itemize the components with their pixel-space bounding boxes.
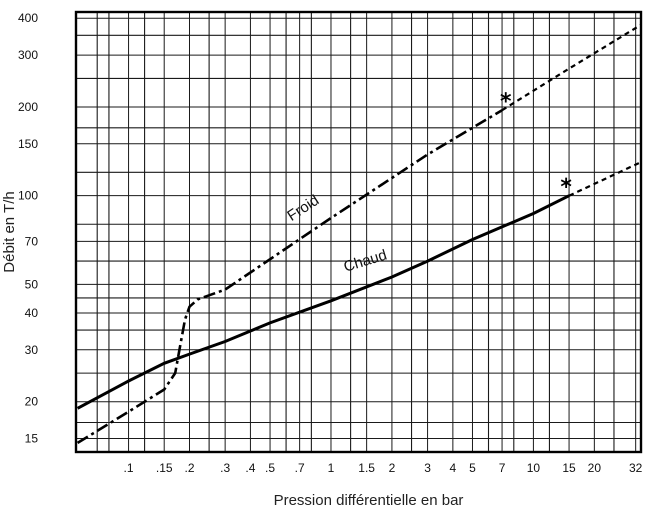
tick-layer: .1 .15 .2 .3 .4 .5 .7 1 1.5 2 3 4 5 7 10 15 20 32 15 20 30 40… <box>18 11 643 475</box>
y-tick-label: 50 <box>25 277 39 291</box>
x-tick-label: 1.5 <box>358 461 375 475</box>
y-tick-label: 400 <box>18 11 38 25</box>
y-tick-label: 20 <box>25 395 39 409</box>
y-tick-label: 300 <box>18 48 38 62</box>
x-tick-label: .2 <box>184 461 194 475</box>
series-line-froid-extrapolation <box>501 23 642 112</box>
y-axis-title: Débit en T/h <box>1 191 18 272</box>
plot-frame <box>74 10 643 454</box>
x-tick-label: .7 <box>295 461 305 475</box>
x-tick-label: 20 <box>588 461 602 475</box>
series-line-froid <box>76 109 503 445</box>
y-tick-label: 15 <box>25 432 39 446</box>
y-tick-label: 100 <box>18 189 38 203</box>
x-axis-title: Pression différentielle en bar <box>274 492 464 509</box>
series-line-chaud-extrapolation <box>568 161 642 197</box>
grid-layer <box>76 12 641 452</box>
x-tick-label: 1 <box>328 461 335 475</box>
x-tick-label: 4 <box>450 461 457 475</box>
x-tick-label: .3 <box>220 461 230 475</box>
label-layer: * * Froid Chaud <box>284 90 572 276</box>
x-tick-label: .4 <box>245 461 255 475</box>
y-tick-label: 70 <box>25 234 39 248</box>
x-tick-label: .1 <box>124 461 134 475</box>
curve-layer <box>76 23 642 445</box>
x-tick-label: 2 <box>389 461 396 475</box>
x-tick-label: 32 <box>629 461 643 475</box>
x-tick-label: 10 <box>527 461 541 475</box>
x-tick-label: .5 <box>265 461 275 475</box>
x-tick-label: 15 <box>562 461 576 475</box>
y-tick-label: 30 <box>25 343 39 357</box>
series-line-chaud <box>76 194 570 410</box>
x-tick-label: 3 <box>424 461 431 475</box>
y-tick-label: 150 <box>18 137 38 151</box>
x-tick-label: 5 <box>469 461 476 475</box>
asterisk-marker: * <box>500 90 512 115</box>
y-tick-label: 40 <box>25 306 39 320</box>
curve-label-froid: Froid <box>284 192 322 225</box>
x-tick-label: 7 <box>499 461 506 475</box>
y-tick-label: 200 <box>18 100 38 114</box>
curve-label-chaud: Chaud <box>342 247 389 276</box>
asterisk-marker: * <box>560 175 572 200</box>
x-tick-label: .15 <box>156 461 173 475</box>
